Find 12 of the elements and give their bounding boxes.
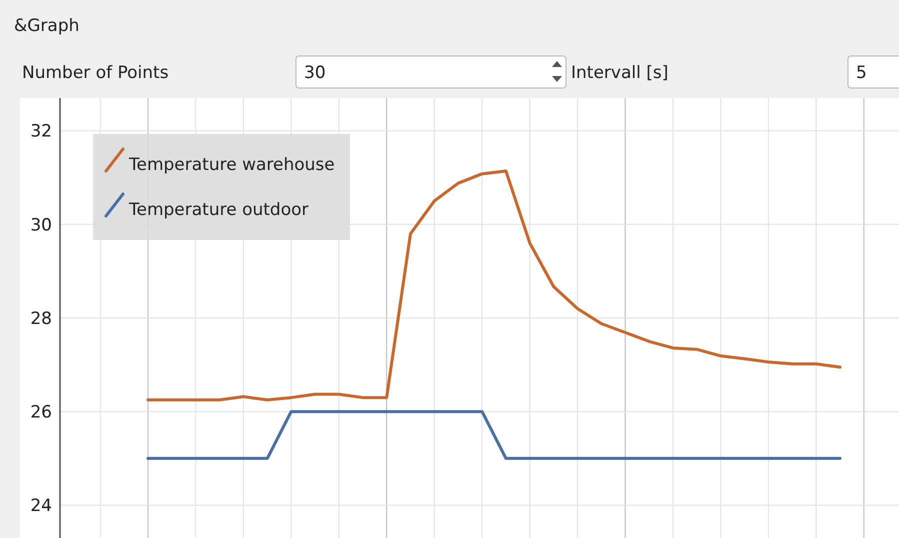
legend-label: Temperature outdoor xyxy=(128,200,309,220)
y-tick-label: 30 xyxy=(30,215,52,236)
text: 5 xyxy=(856,63,867,83)
y-tick-label: 24 xyxy=(30,496,52,516)
text: 30 xyxy=(304,63,326,83)
text: Number of Points xyxy=(22,63,169,83)
y-tick-label: 26 xyxy=(30,402,52,423)
text: Intervall [s] xyxy=(571,63,668,83)
chart-title: &Graph xyxy=(14,16,80,36)
y-tick-label: 28 xyxy=(30,308,52,329)
y-tick-label: 32 xyxy=(30,122,52,142)
legend-label: Temperature warehouse xyxy=(128,155,335,175)
